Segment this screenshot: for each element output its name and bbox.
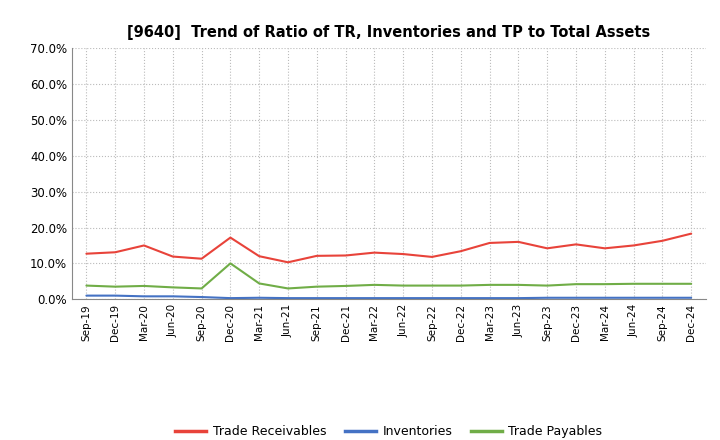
Inventories <box>197 294 206 300</box>
Trade Payables <box>629 281 638 286</box>
Trade Receivables <box>687 231 696 236</box>
Trade Receivables <box>456 249 465 254</box>
Inventories <box>111 293 120 298</box>
Inventories <box>600 295 609 301</box>
Inventories <box>370 296 379 301</box>
Trade Receivables <box>140 243 148 248</box>
Inventories <box>284 296 292 301</box>
Trade Receivables <box>82 251 91 257</box>
Inventories <box>456 296 465 301</box>
Trade Receivables <box>399 251 408 257</box>
Inventories <box>255 295 264 301</box>
Trade Payables <box>687 281 696 286</box>
Trade Payables <box>197 286 206 291</box>
Trade Receivables <box>111 249 120 255</box>
Inventories <box>399 296 408 301</box>
Trade Payables <box>370 282 379 287</box>
Inventories <box>226 296 235 301</box>
Inventories <box>658 295 667 301</box>
Trade Payables <box>399 283 408 288</box>
Trade Receivables <box>284 260 292 265</box>
Trade Payables <box>543 283 552 288</box>
Trade Payables <box>456 283 465 288</box>
Inventories <box>140 293 148 299</box>
Trade Receivables <box>197 256 206 261</box>
Trade Receivables <box>226 235 235 240</box>
Trade Receivables <box>168 254 177 259</box>
Trade Receivables <box>543 246 552 251</box>
Inventories <box>428 296 436 301</box>
Trade Receivables <box>370 250 379 255</box>
Trade Payables <box>600 282 609 287</box>
Trade Payables <box>658 281 667 286</box>
Trade Receivables <box>255 253 264 259</box>
Legend: Trade Receivables, Inventories, Trade Payables: Trade Receivables, Inventories, Trade Pa… <box>170 421 608 440</box>
Trade Payables <box>341 283 350 289</box>
Trade Receivables <box>514 239 523 245</box>
Trade Payables <box>312 284 321 290</box>
Trade Payables <box>226 261 235 266</box>
Inventories <box>543 295 552 301</box>
Trade Receivables <box>485 240 494 246</box>
Trade Payables <box>428 283 436 288</box>
Title: [9640]  Trend of Ratio of TR, Inventories and TP to Total Assets: [9640] Trend of Ratio of TR, Inventories… <box>127 25 650 40</box>
Inventories <box>485 296 494 301</box>
Inventories <box>82 293 91 298</box>
Trade Payables <box>82 283 91 288</box>
Trade Payables <box>168 285 177 290</box>
Line: Trade Receivables: Trade Receivables <box>86 234 691 262</box>
Inventories <box>168 293 177 299</box>
Trade Payables <box>111 284 120 290</box>
Inventories <box>629 295 638 301</box>
Trade Payables <box>140 283 148 289</box>
Trade Receivables <box>658 238 667 243</box>
Trade Payables <box>255 281 264 286</box>
Inventories <box>687 295 696 301</box>
Inventories <box>514 296 523 301</box>
Trade Receivables <box>600 246 609 251</box>
Trade Payables <box>572 282 580 287</box>
Line: Trade Payables: Trade Payables <box>86 264 691 289</box>
Inventories <box>312 296 321 301</box>
Inventories <box>341 296 350 301</box>
Trade Receivables <box>572 242 580 247</box>
Trade Receivables <box>341 253 350 258</box>
Inventories <box>572 295 580 301</box>
Trade Payables <box>284 286 292 291</box>
Trade Receivables <box>428 254 436 260</box>
Trade Receivables <box>629 243 638 248</box>
Line: Inventories: Inventories <box>86 296 691 298</box>
Trade Payables <box>485 282 494 287</box>
Trade Receivables <box>312 253 321 258</box>
Trade Payables <box>514 282 523 287</box>
